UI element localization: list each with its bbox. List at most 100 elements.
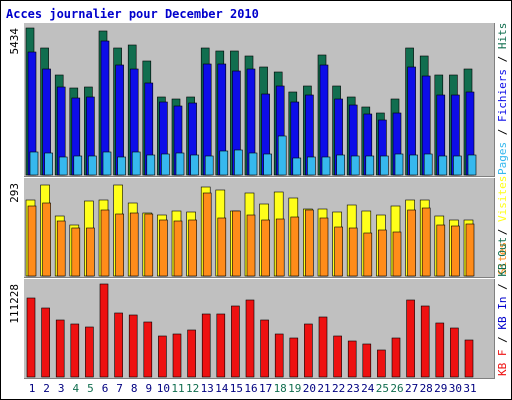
bar-pages-day-15 <box>234 149 243 176</box>
bar-pages-day-11 <box>175 152 185 176</box>
bar-sites-day-18 <box>275 218 285 277</box>
day-label-6: 6 <box>102 382 109 395</box>
day-label-30: 30 <box>449 382 462 395</box>
bar-kb-f-day-16 <box>245 299 255 378</box>
bar-pages-day-13 <box>204 155 214 176</box>
bar-kb-f-day-13 <box>201 313 211 378</box>
bar-kb-f-day-14 <box>216 313 226 378</box>
bar-kb-f-day-20 <box>304 323 313 378</box>
day-label-8: 8 <box>131 382 138 395</box>
bar-sites-day-24 <box>363 232 373 277</box>
bar-kb-f-day-27 <box>406 299 415 378</box>
day-label-14: 14 <box>215 382 229 395</box>
bar-kb-f-day-8 <box>128 314 138 378</box>
bar-kb-f-day-5 <box>85 326 94 378</box>
day-label-27: 27 <box>405 382 418 395</box>
legend-bot-kb-out: KB Out <box>496 237 509 277</box>
bar-sites-day-2 <box>42 202 51 277</box>
day-label-12: 12 <box>186 382 199 395</box>
day-label-23: 23 <box>347 382 360 395</box>
legend-bot: KB F / KB In / KB Out <box>496 237 509 376</box>
bar-sites-day-28 <box>421 207 431 277</box>
day-label-3: 3 <box>58 382 65 395</box>
legend-mid-sites: Sites <box>496 242 509 275</box>
bar-kb-f-day-2 <box>41 307 50 378</box>
legend-mid: Sites / Visites <box>496 176 509 275</box>
bar-pages-day-19 <box>292 157 302 176</box>
legend-top-hits: Hits <box>496 23 509 50</box>
bar-kb-f-day-26 <box>391 337 401 378</box>
bar-sites-day-21 <box>319 217 329 277</box>
bar-pages-day-18 <box>277 135 287 176</box>
day-label-13: 13 <box>201 382 214 395</box>
legend-bot-separator: / <box>496 330 509 350</box>
bar-pages-day-21 <box>321 156 331 176</box>
legend-mid-separator: / <box>496 222 509 242</box>
bar-pages-day-29 <box>438 155 448 176</box>
bar-pages-day-24 <box>365 155 375 176</box>
bar-sites-day-30 <box>451 225 460 277</box>
bar-kb-f-day-23 <box>347 340 357 378</box>
bar-pages-day-12 <box>190 154 199 176</box>
bar-kb-f-day-15 <box>231 305 240 378</box>
day-label-15: 15 <box>230 382 243 395</box>
axis-labels: 5434 293 111228 <box>8 28 21 324</box>
chart-title: Acces journalier pour December 2010 <box>6 7 259 21</box>
bar-kb-f-day-30 <box>450 327 459 378</box>
bar-pages-day-26 <box>394 153 404 176</box>
bar-sites-day-6 <box>100 209 110 277</box>
bar-sites-day-15 <box>232 210 241 277</box>
bar-pages-day-9 <box>146 154 156 176</box>
bar-kb-f-day-22 <box>333 335 342 378</box>
bar-kb-f-day-7 <box>114 312 123 378</box>
bar-sites-day-4 <box>71 227 81 277</box>
day-label-25: 25 <box>376 382 389 395</box>
bar-pages-day-8 <box>131 151 141 176</box>
bar-sites-day-20 <box>305 209 314 277</box>
bar-pages-day-22 <box>336 154 345 176</box>
day-label-24: 24 <box>361 382 375 395</box>
bar-pages-day-27 <box>409 154 418 176</box>
bar-sites-day-31 <box>465 223 475 277</box>
y-axis-max-panel-3: 111228 <box>8 284 21 324</box>
bar-sites-day-10 <box>159 219 168 277</box>
bar-sites-day-17 <box>261 219 270 277</box>
y-axis-max-panel-1: 5434 <box>8 28 21 55</box>
day-label-22: 22 <box>332 382 345 395</box>
bar-sites-day-26 <box>392 231 402 277</box>
day-label-29: 29 <box>434 382 447 395</box>
bar-pages-day-2 <box>44 152 53 176</box>
bar-pages-day-20 <box>307 156 316 176</box>
bar-kb-f-day-3 <box>55 319 65 378</box>
bar-kb-f-day-21 <box>318 316 328 378</box>
bar-sites-day-5 <box>86 227 95 277</box>
legend-top: Pages / Fichiers / Hits <box>496 23 509 175</box>
bar-kb-f-day-12 <box>187 329 196 378</box>
bar-pages-day-28 <box>423 153 433 176</box>
day-label-1: 1 <box>29 382 36 395</box>
legend-mid-visites: Visites <box>496 176 509 222</box>
bar-kb-f-day-31 <box>464 339 474 378</box>
legend-top-pages: Pages <box>496 142 509 175</box>
bar-pages-day-6 <box>102 151 112 176</box>
bar-sites-day-27 <box>407 209 416 277</box>
bar-kb-f-day-17 <box>260 319 269 378</box>
bar-sites-day-23 <box>348 227 358 277</box>
bar-sites-day-11 <box>173 220 183 277</box>
day-label-26: 26 <box>390 382 403 395</box>
day-label-28: 28 <box>420 382 433 395</box>
day-label-18: 18 <box>274 382 287 395</box>
bar-kb-f-day-1 <box>26 297 36 378</box>
bar-sites-day-12 <box>188 219 197 277</box>
bar-kb-f-day-10 <box>158 335 167 378</box>
bar-sites-day-13 <box>202 192 212 277</box>
bar-sites-day-14 <box>217 217 227 277</box>
bar-pages-day-30 <box>453 155 462 176</box>
bar-pages-day-23 <box>350 155 360 176</box>
day-label-31: 31 <box>463 382 476 395</box>
day-label-10: 10 <box>157 382 170 395</box>
day-label-19: 19 <box>288 382 301 395</box>
day-label-16: 16 <box>244 382 257 395</box>
